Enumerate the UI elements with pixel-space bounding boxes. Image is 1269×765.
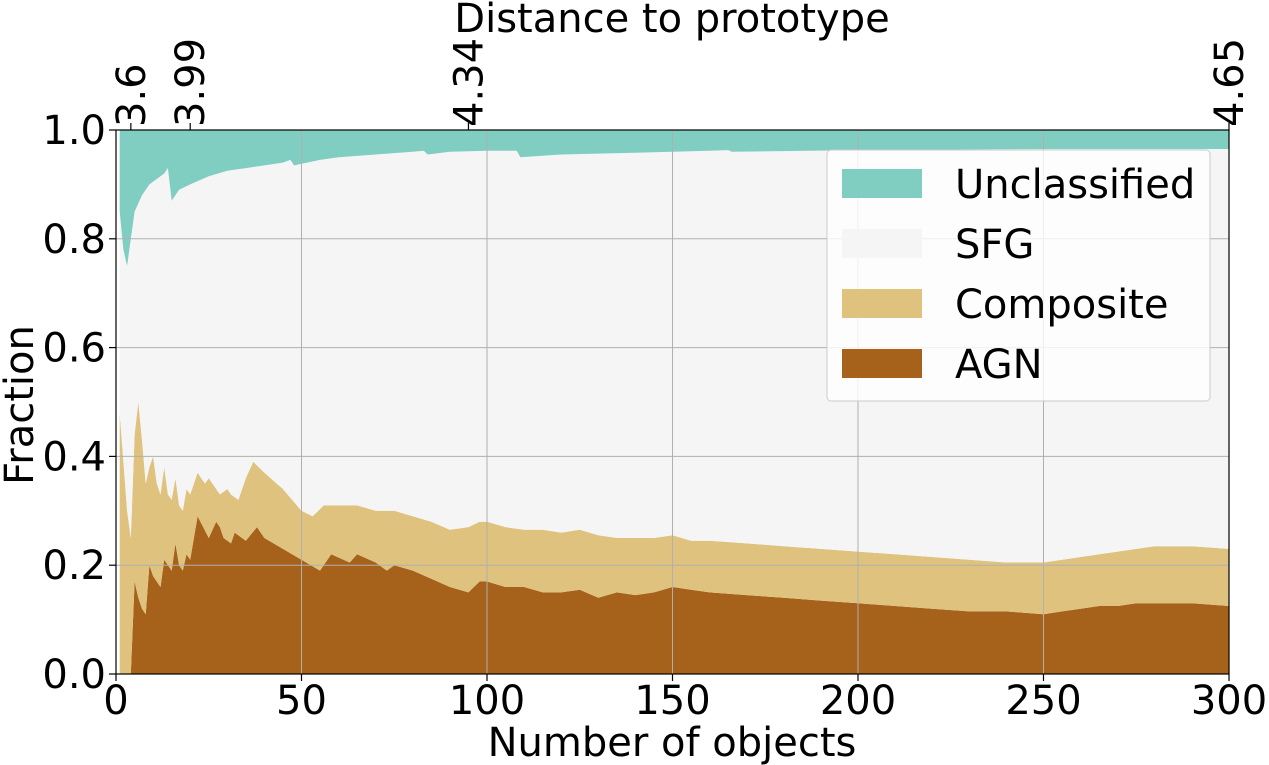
legend-swatch-unclassified — [842, 169, 922, 198]
x-tick-label: 200 — [820, 678, 896, 724]
legend-swatch-agn — [842, 349, 922, 378]
legend-label-sfg: SFG — [955, 222, 1034, 268]
x-tick-label: 100 — [449, 678, 525, 724]
legend-label-unclassified: Unclassified — [955, 162, 1195, 208]
top-tick-label: 3.99 — [168, 38, 214, 127]
y-tick-label: 0.8 — [42, 217, 106, 263]
top-axis-label: Distance to prototype — [454, 0, 889, 42]
area-composite — [119, 402, 1230, 674]
x-tick-label: 300 — [1191, 678, 1267, 724]
legend-frame — [826, 149, 1211, 402]
y-tick-label: 1.0 — [42, 108, 106, 154]
y-tick-label: 0.2 — [42, 543, 106, 589]
x-axis-ticks: 0 50 100 150 200 250 300 — [103, 674, 1267, 724]
area-unclassified — [119, 130, 1230, 266]
x-tick-label: 250 — [1005, 678, 1081, 724]
x-tick-label: 0 — [103, 678, 128, 724]
y-axis-ticks: 0.0 0.2 0.4 0.6 0.8 1.0 — [42, 108, 116, 698]
top-tick-label: 4.65 — [1207, 38, 1253, 127]
x-tick-label: 150 — [634, 678, 710, 724]
area-agn — [119, 516, 1230, 674]
x-tick-label: 50 — [276, 678, 327, 724]
legend: Unclassified SFG Composite AGN — [826, 149, 1211, 402]
legend-label-composite: Composite — [955, 282, 1168, 328]
top-axis-ticks: 3.6 3.99 4.34 4.65 — [109, 38, 1253, 130]
y-tick-label: 0.6 — [42, 326, 106, 372]
legend-swatch-sfg — [842, 229, 922, 258]
y-axis-label: Fraction — [0, 325, 43, 485]
y-tick-label: 0.0 — [42, 652, 106, 698]
legend-label-agn: AGN — [955, 342, 1043, 388]
top-tick-label: 4.34 — [446, 38, 492, 127]
y-tick-label: 0.4 — [42, 434, 106, 480]
x-axis-label: Number of objects — [488, 720, 857, 765]
legend-swatch-composite — [842, 289, 922, 318]
top-tick-label: 3.6 — [109, 63, 155, 127]
